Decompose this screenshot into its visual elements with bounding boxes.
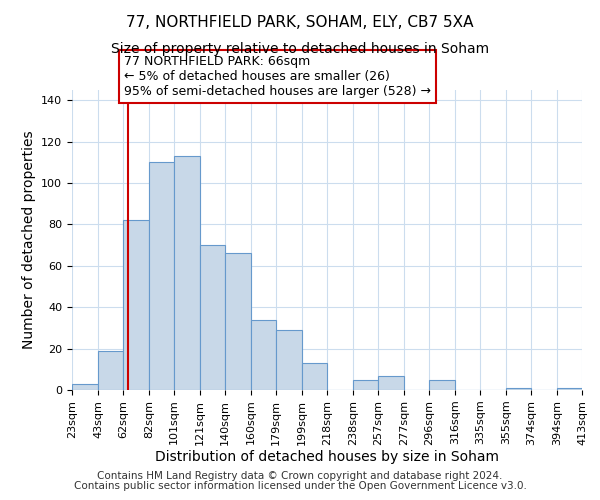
Y-axis label: Number of detached properties: Number of detached properties [22, 130, 35, 350]
Bar [225, 254, 251, 390]
Text: Contains HM Land Registry data © Crown copyright and database right 2024.: Contains HM Land Registry data © Crown c… [97, 471, 503, 481]
Bar [429, 380, 455, 390]
Bar [378, 376, 404, 390]
Bar [72, 384, 98, 390]
Bar [174, 156, 200, 390]
X-axis label: Distribution of detached houses by size in Soham: Distribution of detached houses by size … [155, 450, 499, 464]
Bar [506, 388, 531, 390]
Bar [123, 220, 149, 390]
Text: 77 NORTHFIELD PARK: 66sqm
← 5% of detached houses are smaller (26)
95% of semi-d: 77 NORTHFIELD PARK: 66sqm ← 5% of detach… [124, 56, 431, 98]
Text: Size of property relative to detached houses in Soham: Size of property relative to detached ho… [111, 42, 489, 56]
Text: Contains public sector information licensed under the Open Government Licence v3: Contains public sector information licen… [74, 481, 526, 491]
Bar [557, 388, 582, 390]
Bar [251, 320, 276, 390]
Bar [302, 363, 327, 390]
Bar [149, 162, 174, 390]
Bar [200, 245, 225, 390]
Bar [276, 330, 302, 390]
Bar [353, 380, 378, 390]
Bar [98, 350, 123, 390]
Text: 77, NORTHFIELD PARK, SOHAM, ELY, CB7 5XA: 77, NORTHFIELD PARK, SOHAM, ELY, CB7 5XA [126, 15, 474, 30]
